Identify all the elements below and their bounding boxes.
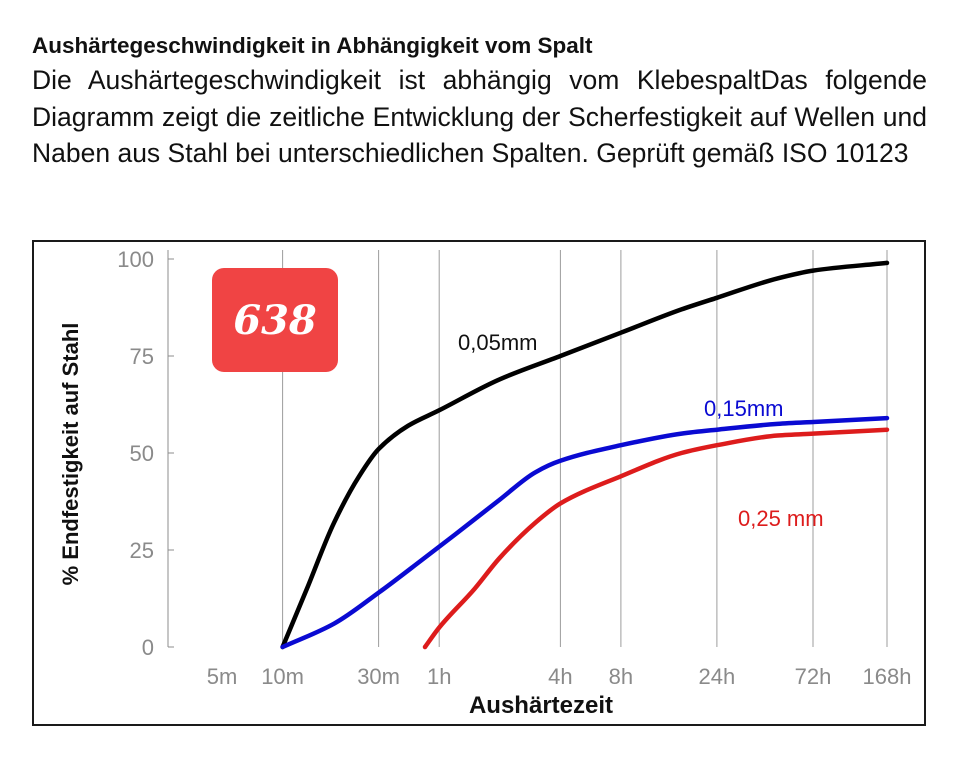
series-0-05mm-label: 0,05mm [458,330,537,355]
y-tick-label: 75 [130,344,154,369]
chart-frame: 0 25 50 75 100 5m 10m 30m 1h 4h 8h 24h 72h 168h 0,05m… [32,240,926,726]
grid [282,250,888,647]
number-badge: 638 [212,268,338,372]
curing-speed-chart: 0 25 50 75 100 5m 10m 30m 1h 4h 8h 24h 72h 168h 0,05m… [58,247,911,719]
y-tick-label: 25 [130,538,154,563]
x-tick-label: 4h [548,664,572,689]
axes: 0 25 50 75 100 5m 10m 30m 1h 4h 8h 24h 72h 168h [117,247,911,689]
y-tick-label: 50 [130,441,154,466]
x-tick-label: 168h [863,664,912,689]
x-tick-label: 5m [207,664,238,689]
page-heading: Aushärtegeschwindigkeit in Abhängigkeit … [32,33,593,58]
y-tick-label: 100 [117,247,154,272]
x-tick-label: 8h [609,664,633,689]
series-0-15mm-label: 0,15mm [704,396,783,421]
x-axis-title: Aushärtezeit [469,692,613,719]
x-tick-label: 1h [427,664,451,689]
series-0-15mm-line [280,415,890,650]
series-0-25mm-label: 0,25 mm [738,506,824,531]
x-tick-label: 72h [795,664,832,689]
series-0-05mm-line [280,260,890,650]
x-tick-label: 24h [699,664,736,689]
series-labels: 0,05mm 0,15mm 0,25 mm [458,330,824,531]
page-description: Die Aushärtegeschwindigkeit ist abhängig… [32,65,927,168]
y-axis-title: % Endfestigkeit auf Stahl [58,323,83,586]
x-tick-label: 30m [357,664,400,689]
y-tick-label: 0 [142,635,154,660]
x-tick-label: 10m [261,664,304,689]
series-0-25mm-line [422,427,890,650]
series [280,260,890,650]
